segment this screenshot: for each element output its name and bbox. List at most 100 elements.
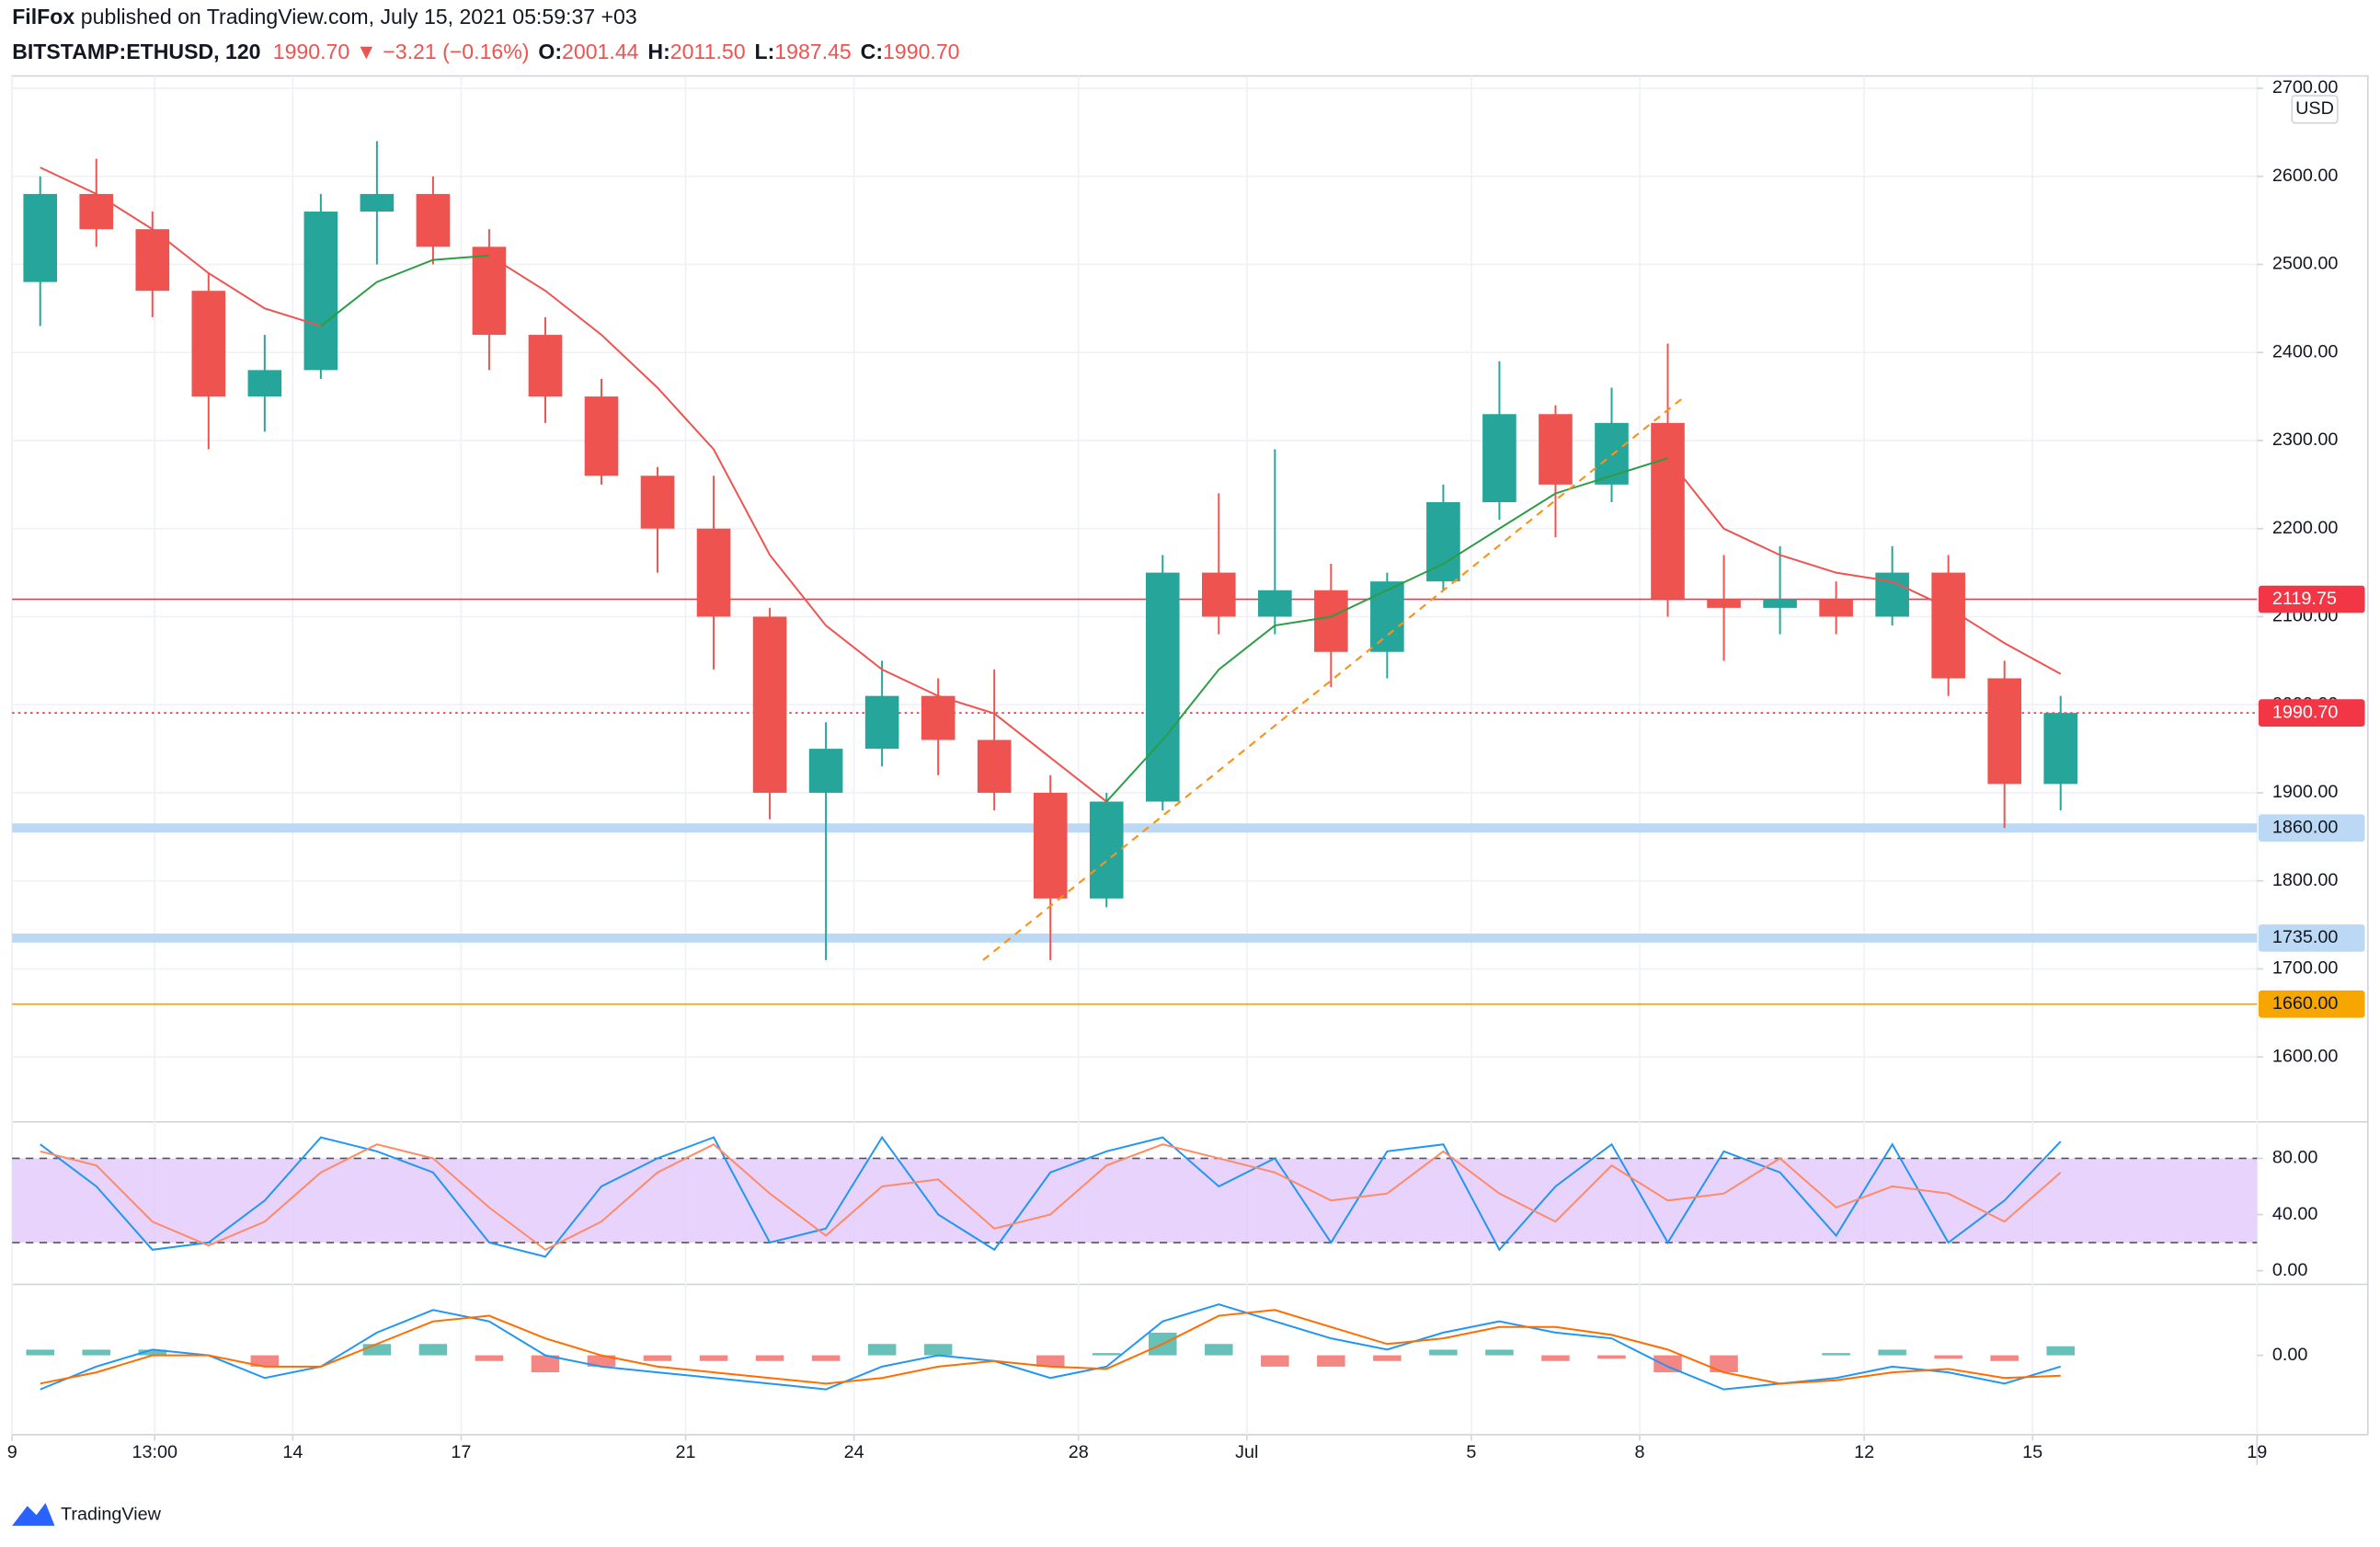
candle-body bbox=[360, 193, 395, 212]
published: published on TradingView.com, July 15, 2… bbox=[81, 5, 637, 29]
candle-body bbox=[303, 212, 338, 371]
candle-body bbox=[1314, 590, 1348, 652]
candle-body bbox=[1707, 599, 1741, 608]
candle-body bbox=[752, 616, 787, 793]
histogram-bar bbox=[1485, 1349, 1514, 1356]
level-label-bg bbox=[2258, 924, 2365, 952]
candle-body bbox=[1763, 599, 1797, 608]
candle-body bbox=[1033, 792, 1068, 899]
histogram-bar bbox=[1710, 1355, 1738, 1373]
x-tick-label: 14 bbox=[282, 1442, 303, 1462]
histogram-bar bbox=[362, 1344, 392, 1356]
symbol: BITSTAMP:ETHUSD, 120 bbox=[12, 40, 260, 63]
candle-body bbox=[584, 396, 619, 476]
level-label: 1990.70 bbox=[2272, 702, 2339, 722]
band bbox=[12, 1158, 2258, 1243]
histogram-bar bbox=[1036, 1355, 1065, 1367]
y-tick-label: 1800.00 bbox=[2272, 870, 2339, 890]
low: 1987.45 bbox=[774, 40, 851, 63]
candle-body bbox=[1370, 581, 1404, 652]
candle-body bbox=[640, 476, 675, 529]
logo bbox=[12, 1503, 55, 1526]
level-label: 1860.00 bbox=[2272, 817, 2339, 837]
series-line bbox=[40, 1135, 2062, 1258]
level-label-bg bbox=[2258, 585, 2365, 613]
candle-body bbox=[1258, 590, 1292, 617]
histogram-bar bbox=[475, 1355, 504, 1361]
histogram-bar bbox=[1934, 1355, 1962, 1359]
candle-body bbox=[1819, 599, 1853, 617]
series-line bbox=[40, 1309, 2061, 1385]
x-tick-label: 19 bbox=[2247, 1442, 2267, 1462]
histogram-bar bbox=[587, 1355, 616, 1367]
candle-body bbox=[1201, 572, 1236, 617]
y-tick-label: 80.00 bbox=[2272, 1148, 2318, 1168]
x-tick-label: 5 bbox=[1466, 1442, 1476, 1462]
histogram-bar bbox=[699, 1355, 728, 1361]
histogram-bar bbox=[1261, 1355, 1289, 1367]
candle-body bbox=[528, 335, 563, 397]
histogram-bar bbox=[811, 1355, 841, 1361]
low-label: L: bbox=[754, 40, 774, 63]
y-tick-label: 2500.00 bbox=[2272, 254, 2339, 274]
series-line bbox=[40, 1143, 2062, 1251]
candle-body bbox=[1482, 414, 1516, 503]
y-tick-label: 2200.00 bbox=[2272, 518, 2339, 538]
histogram-bar bbox=[1878, 1349, 1906, 1356]
x-tick-label: 9 bbox=[7, 1442, 17, 1462]
histogram-bar bbox=[1429, 1349, 1458, 1356]
histogram-bar bbox=[1822, 1353, 1850, 1356]
x-tick-label: 28 bbox=[1069, 1442, 1089, 1462]
y-tick-label: 1700.00 bbox=[2272, 958, 2339, 979]
level-label: 1660.00 bbox=[2272, 993, 2339, 1014]
candle-body bbox=[191, 291, 226, 397]
candle-body bbox=[2043, 713, 2078, 785]
level-label: 1735.00 bbox=[2272, 927, 2339, 947]
histogram-bar bbox=[250, 1355, 280, 1367]
last-price: 1990.70 bbox=[273, 40, 349, 63]
histogram-bar bbox=[1597, 1355, 1626, 1359]
x-tick-label: 13:00 bbox=[132, 1442, 177, 1462]
plot-layer: 1600.001700.001800.001900.002000.002100.… bbox=[7, 75, 2365, 1462]
candle-body bbox=[1651, 422, 1685, 600]
histogram-bar bbox=[755, 1355, 784, 1361]
y-tick-label: 1900.00 bbox=[2272, 782, 2339, 802]
candle-body bbox=[1987, 678, 2021, 785]
candle-body bbox=[1145, 572, 1180, 802]
histogram-bar bbox=[138, 1349, 167, 1356]
close: 1990.70 bbox=[883, 40, 959, 63]
y-tick-label: 2700.00 bbox=[2272, 77, 2339, 97]
x-tick-label: 12 bbox=[1854, 1442, 1874, 1462]
x-tick-label: Jul bbox=[1235, 1442, 1258, 1462]
x-tick-label: 17 bbox=[451, 1442, 471, 1462]
brand: TradingView bbox=[61, 1505, 162, 1525]
histogram-bar bbox=[923, 1344, 953, 1356]
y-tick-label: 1600.00 bbox=[2272, 1046, 2339, 1066]
currency: USD bbox=[2295, 98, 2334, 119]
candle-body bbox=[1931, 572, 1965, 679]
histogram-bar bbox=[1317, 1355, 1345, 1367]
header-line-1: FilFox published on TradingView.com, July… bbox=[12, 5, 637, 29]
candle-body bbox=[1539, 414, 1573, 485]
header-line-2: BITSTAMP:ETHUSD, 120 1990.70 ▼ −3.21 (−0.16… bbox=[12, 40, 959, 63]
candle-body bbox=[864, 695, 899, 750]
candle-body bbox=[1595, 422, 1629, 485]
candle-body bbox=[247, 370, 282, 397]
histogram-bar bbox=[1541, 1355, 1570, 1361]
histogram-bar bbox=[867, 1344, 897, 1356]
candle-body bbox=[1089, 801, 1124, 899]
author: FilFox bbox=[12, 5, 74, 29]
level-label-bg bbox=[2258, 699, 2365, 727]
candle-body bbox=[696, 528, 731, 617]
change: −3.21 (−0.16%) bbox=[383, 40, 529, 63]
histogram-bar bbox=[531, 1355, 560, 1373]
level-label: 2119.75 bbox=[2272, 589, 2337, 609]
histogram-bar bbox=[82, 1349, 111, 1356]
histogram-bar bbox=[1205, 1344, 1233, 1356]
y-tick-label: 2300.00 bbox=[2272, 430, 2339, 450]
series-line bbox=[320, 254, 1668, 803]
histogram-bar bbox=[1092, 1353, 1121, 1356]
x-tick-label: 15 bbox=[2022, 1442, 2042, 1462]
